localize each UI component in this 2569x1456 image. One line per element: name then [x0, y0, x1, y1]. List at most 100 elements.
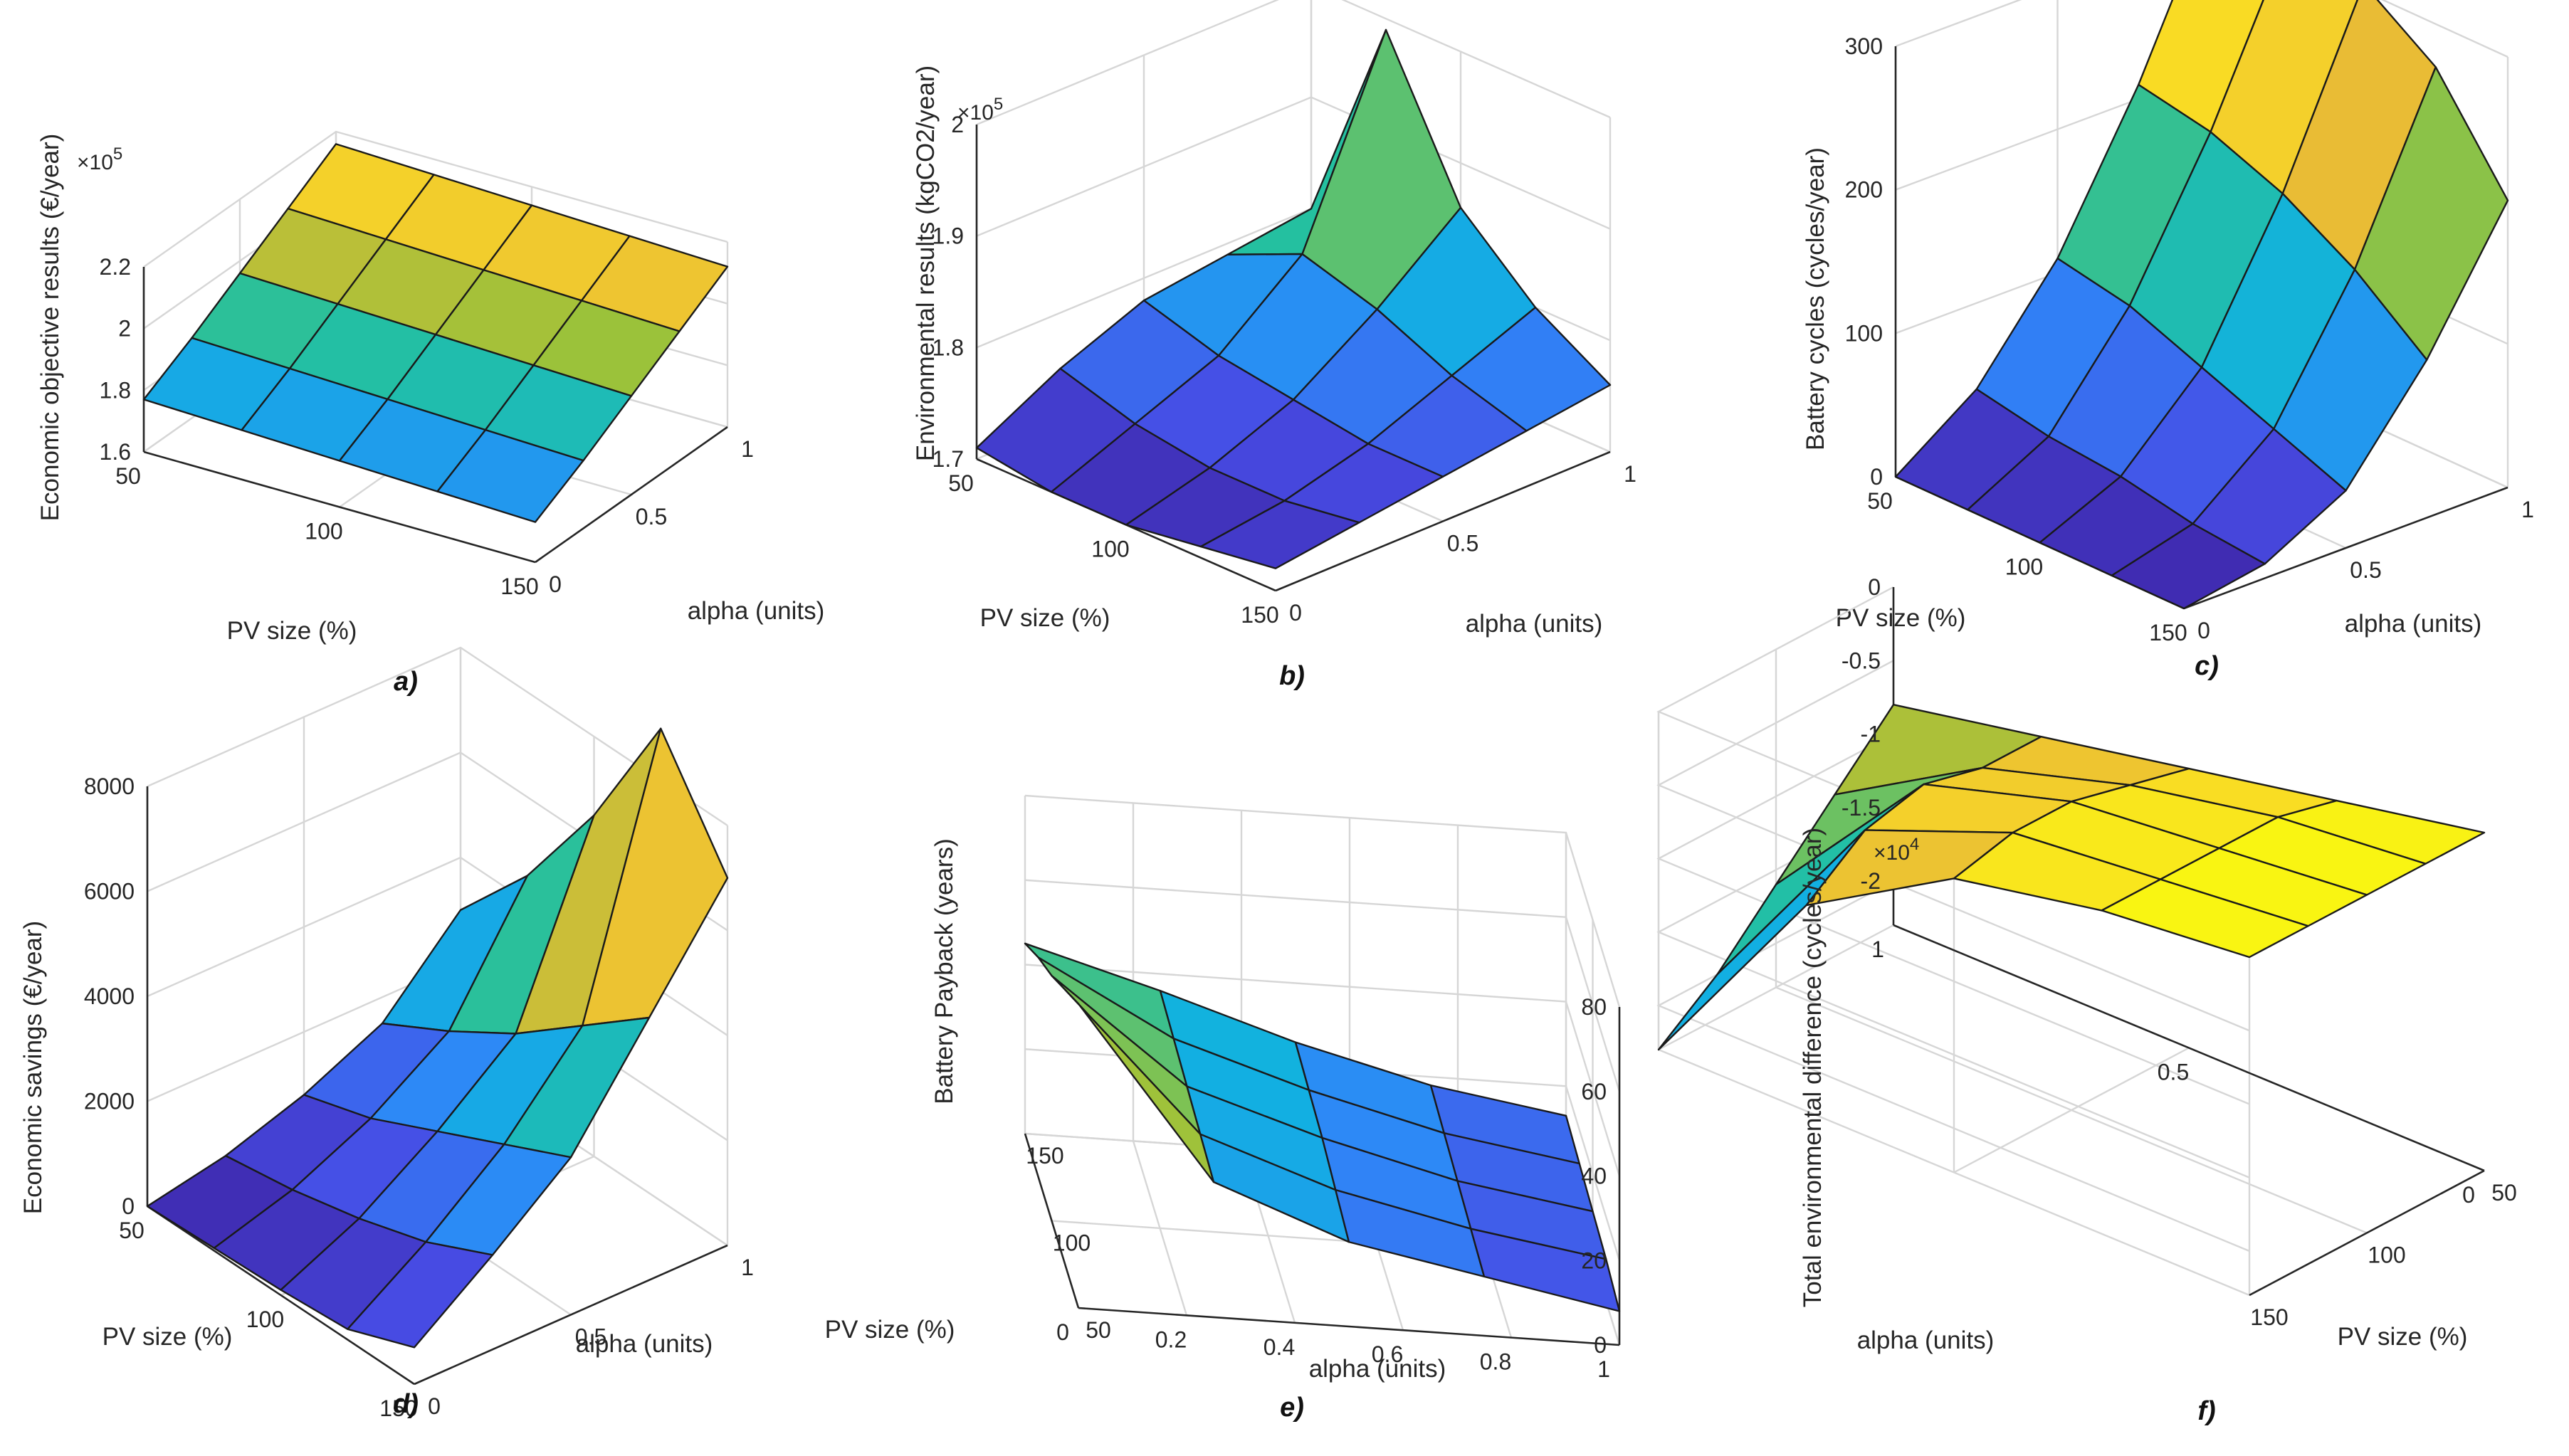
z-tick-label: 2	[118, 316, 131, 342]
surface	[1024, 942, 1621, 1312]
y-tick-label: 0	[2197, 618, 2210, 643]
z-tick-label: 2.2	[100, 254, 131, 280]
exponent-base: ×10	[957, 101, 994, 125]
y-tick-label: 0	[549, 571, 562, 597]
y-tick-label: 0	[1289, 600, 1302, 626]
axis-exponent: ×105	[957, 95, 1003, 125]
chart-panel-b: 150 100 50 0 0.5 1 1.7 1.8 1.9 2 PV size (%) alpha …	[912, 0, 1637, 691]
z-tick-label: 20	[1581, 1247, 1607, 1273]
x-axis-title: alpha (units)	[1309, 1355, 1446, 1383]
exponent-power: 4	[1910, 835, 1919, 854]
y-tick-label: 1	[1624, 461, 1637, 487]
y-tick-label: 0	[428, 1393, 441, 1419]
chart-panel-a: 150 100 50 0 0.5 1 1.6 1.8 2 2.2 PV size (%) alpha …	[36, 130, 825, 697]
z-tick-label: 4000	[84, 983, 135, 1009]
y-tick-label: 1	[741, 436, 754, 462]
y-tick-label: 0.5	[1447, 531, 1478, 556]
y-tick-label: 0.5	[2350, 557, 2381, 583]
y-axis-line	[1275, 450, 1611, 592]
surface-patch	[347, 1241, 494, 1349]
axes	[142, 267, 728, 564]
axis-exponent: ×105	[77, 144, 122, 174]
grid-line	[1658, 1048, 2250, 1297]
panel-label: f)	[2197, 1396, 2215, 1426]
x-axis-title: PV size (%)	[103, 1323, 233, 1351]
x-tick-label: 50	[948, 470, 974, 496]
y-axis-line	[2183, 486, 2508, 610]
axes	[146, 786, 728, 1386]
y-axis-line	[1024, 1133, 1080, 1309]
exponent-power: 5	[994, 95, 1003, 114]
y-axis-title: PV size (%)	[825, 1316, 955, 1344]
grid-lines	[1656, 586, 2485, 1297]
grid-line	[976, 0, 1611, 126]
y-tick-label: 1	[2521, 497, 2534, 522]
z-axis-title: Environmental results (kgCO2/year)	[912, 65, 940, 461]
z-axis-title: Economic objective results (€/year)	[36, 134, 64, 522]
panel-label: b)	[1279, 661, 1305, 691]
z-tick-label: 0	[1870, 464, 1883, 490]
x-tick-label: 50	[119, 1218, 145, 1243]
y-tick-label: 1	[741, 1255, 754, 1280]
x-tick-label: 150	[500, 574, 538, 599]
z-tick-label: 0	[1594, 1332, 1607, 1358]
z-tick-label: 0	[1868, 574, 1881, 600]
x-tick-label: 1	[1871, 937, 1884, 962]
x-tick-label: 100	[305, 519, 342, 544]
y-tick-label: 100	[1053, 1230, 1091, 1256]
grid-line	[1656, 880, 2250, 1252]
x-tick-label: 0	[1056, 1319, 1069, 1345]
grid-line	[1895, 0, 2508, 58]
x-tick-label: 100	[1091, 537, 1129, 562]
z-tick-label: 200	[1845, 177, 1883, 203]
z-tick-label: 2000	[84, 1089, 135, 1114]
z-axis-title: Battery cycles (cycles/year)	[1802, 147, 1829, 450]
x-tick-label: 50	[115, 463, 141, 489]
x-tick-label: 1	[1597, 1356, 1610, 1382]
y-axis-line	[535, 426, 728, 564]
x-axis-line	[1893, 924, 2485, 1172]
z-tick-label: 100	[1845, 320, 1883, 346]
surface-patch	[2101, 878, 2309, 959]
grid-line	[1024, 964, 1621, 1176]
x-axis-line	[147, 1205, 415, 1386]
y-tick-label: 150	[2250, 1304, 2288, 1330]
x-tick-label: 100	[246, 1307, 284, 1332]
y-axis-title: alpha (units)	[688, 597, 825, 625]
x-tick-label: 0.6	[1372, 1341, 1403, 1367]
z-tick-label: 1.8	[100, 377, 131, 403]
z-tick-label: 40	[1581, 1164, 1607, 1189]
z-tick-label: -2	[1861, 868, 1881, 894]
surface	[142, 143, 729, 523]
y-axis-title: alpha (units)	[576, 1330, 713, 1358]
z-axis-title: Total environmental difference (cycles/y…	[1799, 828, 1827, 1307]
surface	[146, 727, 729, 1349]
z-tick-label: -1	[1861, 722, 1881, 747]
z-tick-label: 80	[1581, 994, 1607, 1020]
panel-label: c)	[2195, 651, 2219, 681]
axes	[1024, 1007, 1621, 1346]
surface	[1657, 704, 2486, 1051]
grid-line	[1024, 879, 1621, 1092]
surface-patch	[1470, 1228, 1621, 1312]
x-tick-label: 0.8	[1480, 1349, 1511, 1375]
x-axis-title: PV size (%)	[980, 604, 1110, 632]
y-tick-label: 50	[1086, 1317, 1111, 1343]
surface-patch	[2111, 522, 2266, 610]
x-tick-label: 150	[1241, 602, 1278, 628]
grid-line	[1656, 660, 2250, 1032]
x-tick-label: 0	[2462, 1182, 2475, 1208]
y-tick-label: 0.5	[575, 1324, 606, 1350]
z-tick-label: 0	[122, 1193, 135, 1219]
axis-exponent: ×104	[1874, 835, 1919, 865]
z-tick-label: 1.9	[932, 223, 964, 249]
z-tick-label: 1.7	[932, 446, 964, 472]
x-tick-label: 100	[2005, 554, 2043, 580]
exponent-base: ×10	[77, 151, 113, 174]
z-tick-label: -1.5	[1842, 795, 1881, 821]
y-axis-title: alpha (units)	[1466, 610, 1603, 638]
